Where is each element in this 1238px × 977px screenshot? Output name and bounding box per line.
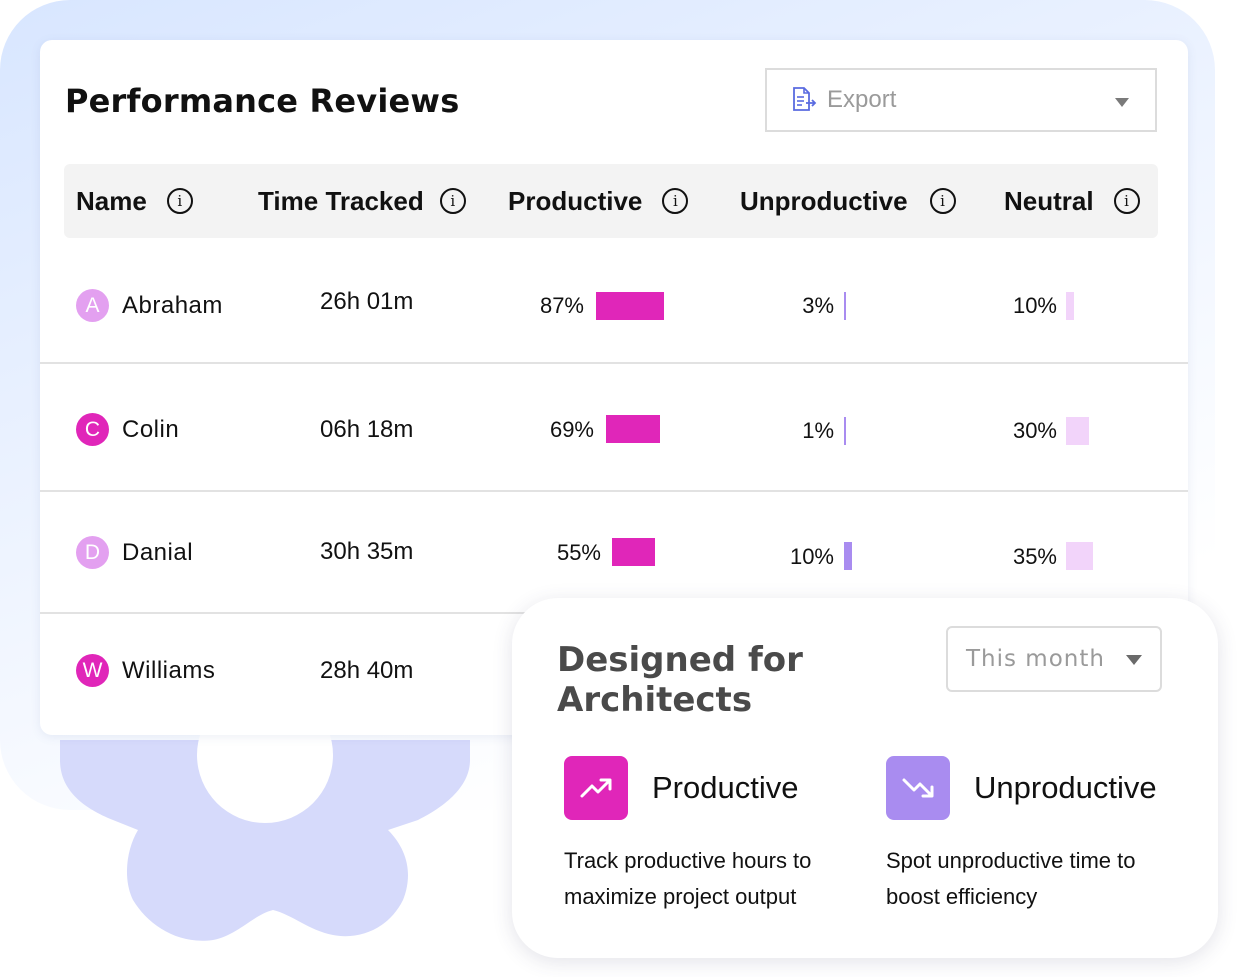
column-header-unproductive: Unproductive i [740,164,956,238]
export-label: Export [827,86,897,113]
export-dropdown[interactable]: Export [765,68,1157,132]
period-label: This month [966,646,1105,672]
productive-percent: 69% [549,417,594,442]
info-icon[interactable]: i [929,188,956,214]
trending-down-icon [886,756,950,820]
avatar: D [76,536,109,569]
productive-percent: 55% [556,540,601,565]
neutral-bar [1066,542,1093,570]
popup-title: Designed for Architects [557,640,803,720]
neutral-bar [1066,417,1089,445]
column-header-productive: Productive i [508,164,689,238]
gear-decoration [60,700,470,941]
productive-bar [596,292,664,320]
unproductive-bar [844,542,852,570]
unproductive-bar [844,292,846,320]
row-time-tracked: 06h 18m [320,416,414,443]
row-name: Abraham [122,292,223,319]
export-document-icon [793,87,817,111]
column-label: Name [76,185,147,216]
column-header-name: Name i [76,164,193,238]
info-icon[interactable]: i [662,188,689,214]
unproductive-percent: 1% [802,418,834,443]
row-name: Danial [122,539,194,566]
period-dropdown[interactable]: This month [946,626,1162,692]
column-label: Neutral [1004,185,1094,216]
neutral-percent: 30% [1012,418,1057,443]
info-icon[interactable]: i [439,188,466,214]
row-time-tracked: 26h 01m [320,288,414,315]
avatar: W [76,654,109,687]
neutral-bar [1066,292,1074,320]
page-title: Performance Reviews [65,82,460,120]
neutral-percent: 10% [1012,293,1057,318]
designed-for-architects-popup: Designed for Architects This month Produ… [512,598,1218,958]
info-icon[interactable]: i [1113,188,1140,214]
column-header-neutral: Neutral i [1004,164,1140,238]
unproductive-bar [844,417,846,445]
info-icon[interactable]: i [166,188,193,214]
unproductive-percent: 10% [789,544,834,569]
feature-title-unproductive: Unproductive [974,770,1157,805]
avatar: C [76,413,109,446]
row-time-tracked: 28h 40m [320,657,414,684]
row-divider [40,490,1188,492]
chevron-down-icon [1126,655,1142,665]
chevron-down-icon [1115,98,1129,107]
column-label: Productive [508,185,643,216]
row-name: Colin [122,416,180,443]
neutral-percent: 35% [1012,544,1057,569]
feature-desc-productive: Track productive hours to maximize proje… [564,848,812,909]
trending-up-icon [564,756,628,820]
row-name: Williams [122,657,216,684]
column-label: Time Tracked [258,185,424,216]
avatar: A [76,289,109,322]
unproductive-percent: 3% [802,293,834,318]
productive-bar [612,538,655,566]
feature-title-productive: Productive [652,770,799,805]
table-header: Name i Time Tracked i Productive i Unpro… [64,164,1158,238]
productive-bar [606,415,660,443]
feature-desc-unproductive: Spot unproductive time to boost efficien… [886,848,1136,909]
productive-percent: 87% [539,293,584,318]
row-time-tracked: 30h 35m [320,538,414,565]
column-label: Unproductive [740,185,908,216]
column-header-time-tracked: Time Tracked i [258,164,466,238]
row-divider [40,362,1188,364]
